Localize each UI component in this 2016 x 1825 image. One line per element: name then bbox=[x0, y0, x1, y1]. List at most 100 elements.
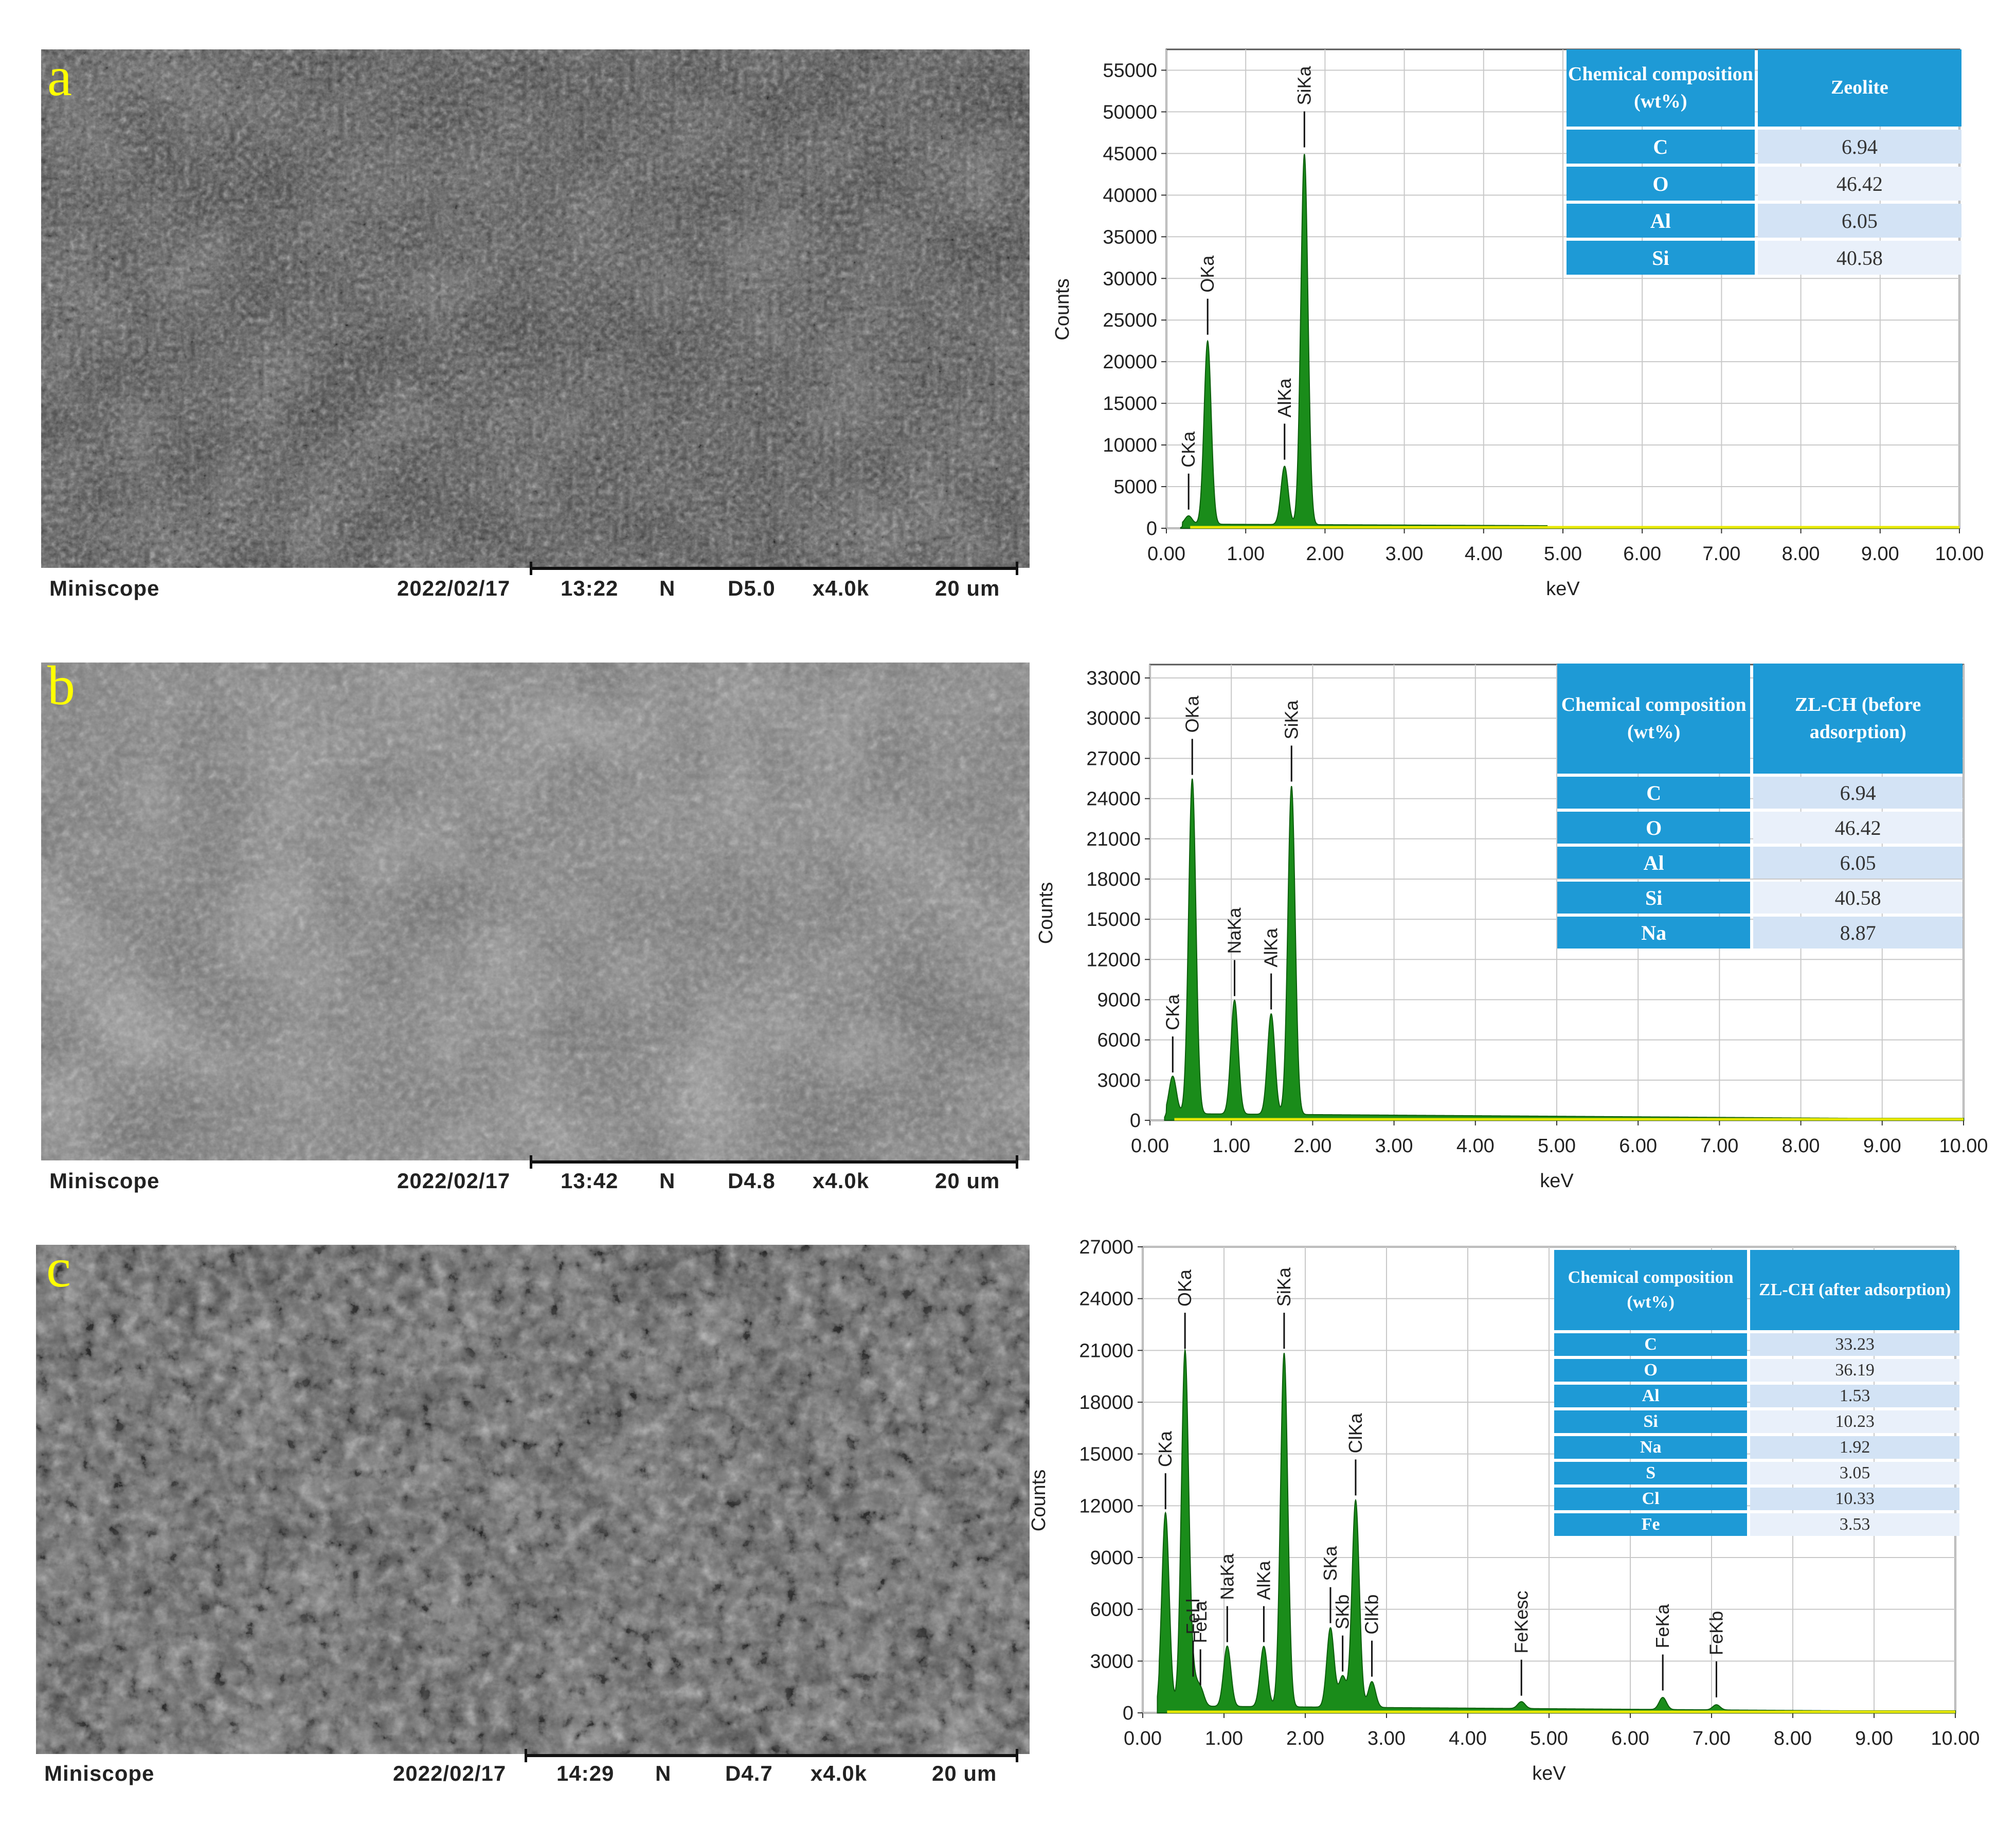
composition-table-c: Chemical composition (wt%) ZL-CH (after a… bbox=[1551, 1247, 1963, 1539]
sem-brand-a: Miniscope bbox=[49, 576, 160, 600]
table-row: O 36.19 bbox=[1554, 1359, 1959, 1382]
y-tick-label: 18000 bbox=[1079, 1392, 1133, 1414]
table-header-sample: Zeolite bbox=[1757, 49, 1961, 127]
element-cell: S bbox=[1554, 1462, 1748, 1484]
value-cell: 1.53 bbox=[1750, 1385, 1959, 1407]
sem-mode-b: N bbox=[659, 1169, 676, 1193]
value-cell: 6.05 bbox=[1757, 204, 1961, 238]
x-tick-label: 10.00 bbox=[1935, 543, 1984, 565]
peak-label: SiKa bbox=[1273, 1267, 1294, 1307]
x-tick-label: 7.00 bbox=[1702, 543, 1740, 565]
table-row: S 3.05 bbox=[1554, 1462, 1959, 1484]
y-tick-label: 0 bbox=[1146, 518, 1157, 540]
x-axis-title: keV bbox=[1546, 578, 1580, 600]
x-tick-label: 3.00 bbox=[1385, 543, 1424, 565]
x-tick-label: 6.00 bbox=[1611, 1728, 1649, 1749]
y-tick-label: 25000 bbox=[1103, 310, 1157, 331]
sem-scale-c: 20 um bbox=[932, 1761, 997, 1785]
sem-wd-c: D4.7 bbox=[725, 1761, 773, 1785]
table-row: Al 6.05 bbox=[1567, 204, 1961, 238]
sem-wd-b: D4.8 bbox=[728, 1169, 776, 1193]
y-axis-title: Counts bbox=[1052, 278, 1073, 340]
y-tick-label: 0 bbox=[1130, 1110, 1141, 1132]
x-tick-label: 2.00 bbox=[1286, 1728, 1324, 1749]
value-cell: 10.23 bbox=[1750, 1410, 1959, 1433]
sem-scale-b: 20 um bbox=[935, 1169, 1000, 1193]
scale-bar-c bbox=[525, 1749, 1018, 1762]
y-tick-label: 21000 bbox=[1079, 1340, 1133, 1362]
sem-date-a: 2022/02/17 bbox=[397, 576, 511, 600]
element-cell: Al bbox=[1554, 1385, 1748, 1407]
peak-label: OKa bbox=[1181, 695, 1202, 733]
x-tick-label: 0.00 bbox=[1131, 1135, 1169, 1157]
sem-texture-b bbox=[41, 663, 1030, 1160]
x-tick-label: 6.00 bbox=[1619, 1135, 1657, 1157]
sem-brand-b: Miniscope bbox=[49, 1169, 160, 1193]
composition-table-b: Chemical composition (wt%) ZL-CH (before … bbox=[1554, 660, 1966, 952]
value-cell: 8.87 bbox=[1753, 917, 1963, 949]
peak-label: CKa bbox=[1178, 431, 1199, 468]
element-cell: Al bbox=[1567, 204, 1755, 238]
table-row: Al 6.05 bbox=[1557, 847, 1963, 879]
value-cell: 46.42 bbox=[1753, 812, 1963, 844]
x-tick-label: 5.00 bbox=[1544, 543, 1582, 565]
x-tick-label: 6.00 bbox=[1623, 543, 1661, 565]
table-row: Fe 3.53 bbox=[1554, 1513, 1959, 1536]
element-cell: O bbox=[1557, 812, 1751, 844]
sem-mode-a: N bbox=[659, 576, 676, 600]
element-cell: Al bbox=[1557, 847, 1751, 879]
peak-label: SKb bbox=[1332, 1595, 1353, 1630]
peak-label: CKa bbox=[1162, 994, 1183, 1030]
value-cell: 6.94 bbox=[1757, 130, 1961, 164]
value-cell: 46.42 bbox=[1757, 167, 1961, 201]
eds-spectrum-svg: 0.00 1.00 2.00 3.00 4.00 5.00 6.00 7.00 8.00 9.00… bbox=[1052, 48, 1984, 600]
element-cell: C bbox=[1557, 777, 1751, 809]
table-row: Na 1.92 bbox=[1554, 1436, 1959, 1459]
y-axis-title: Counts bbox=[1035, 882, 1057, 944]
x-tick-label: 0.00 bbox=[1147, 543, 1185, 565]
y-tick-label: 33000 bbox=[1086, 668, 1141, 689]
x-tick-label: 8.00 bbox=[1782, 1135, 1820, 1157]
table-row: O 46.42 bbox=[1557, 812, 1963, 844]
table-row: O 46.42 bbox=[1567, 167, 1961, 201]
sem-mode-c: N bbox=[655, 1761, 672, 1785]
table-row: Si 10.23 bbox=[1554, 1410, 1959, 1433]
peak-label: SKa bbox=[1320, 1546, 1341, 1581]
y-tick-label: 3000 bbox=[1090, 1651, 1133, 1672]
sem-date-b: 2022/02/17 bbox=[397, 1169, 511, 1193]
panel-letter-c: c bbox=[46, 1245, 71, 1299]
value-cell: 3.05 bbox=[1750, 1462, 1959, 1484]
value-cell: 1.92 bbox=[1750, 1436, 1959, 1459]
scale-bar-a bbox=[530, 562, 1018, 575]
x-tick-label: 0.00 bbox=[1124, 1728, 1162, 1749]
element-cell: Si bbox=[1567, 241, 1755, 275]
x-tick-label: 5.00 bbox=[1530, 1728, 1568, 1749]
sem-brand-c: Miniscope bbox=[44, 1761, 155, 1785]
sem-time-b: 13:42 bbox=[561, 1169, 619, 1193]
peak-label: OKa bbox=[1174, 1269, 1195, 1307]
peak-label: SiKa bbox=[1281, 700, 1302, 740]
sem-mag-a: x4.0k bbox=[813, 576, 870, 600]
y-tick-label: 18000 bbox=[1086, 869, 1141, 890]
y-tick-label: 10000 bbox=[1103, 435, 1157, 456]
y-tick-label: 30000 bbox=[1103, 268, 1157, 290]
element-cell: Si bbox=[1554, 1410, 1748, 1433]
table-header-row: Chemical composition (wt%) ZL-CH (after a… bbox=[1554, 1250, 1959, 1330]
y-tick-label: 55000 bbox=[1103, 60, 1157, 81]
x-tick-label: 4.00 bbox=[1465, 543, 1503, 565]
sem-wd-a: D5.0 bbox=[728, 576, 776, 600]
value-cell: 6.05 bbox=[1753, 847, 1963, 879]
table-row: Cl 10.33 bbox=[1554, 1488, 1959, 1510]
element-cell: C bbox=[1554, 1333, 1748, 1356]
peak-label: NaKa bbox=[1224, 907, 1245, 954]
x-tick-label: 3.00 bbox=[1375, 1135, 1413, 1157]
y-tick-label: 0 bbox=[1123, 1703, 1133, 1724]
peak-label: AlKa bbox=[1253, 1561, 1274, 1600]
y-tick-label: 50000 bbox=[1103, 101, 1157, 123]
y-tick-label: 15000 bbox=[1079, 1444, 1133, 1465]
element-cell: Cl bbox=[1554, 1488, 1748, 1510]
peak-label: FeKesc bbox=[1510, 1591, 1532, 1654]
